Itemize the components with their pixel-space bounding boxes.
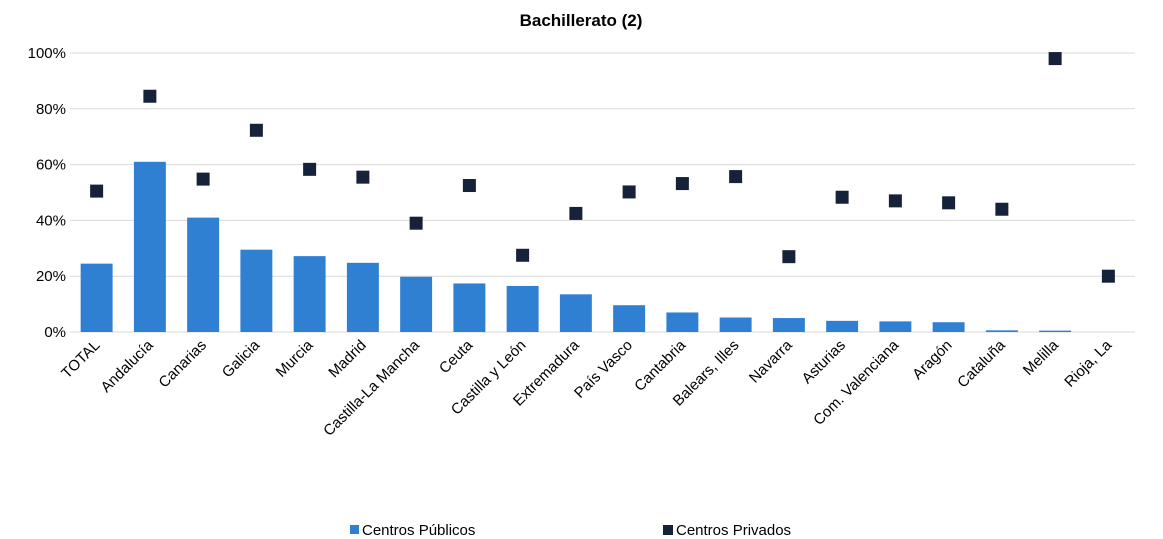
- x-category-label: Rioja, La: [1061, 336, 1115, 390]
- marker-point: [1048, 52, 1062, 66]
- bar: [932, 322, 965, 332]
- y-tick-label: 80%: [36, 101, 66, 118]
- bar: [187, 217, 220, 332]
- marker-point: [516, 248, 530, 262]
- marker-point: [90, 184, 104, 198]
- marker-point: [622, 185, 636, 199]
- x-category-label: Murcia: [273, 336, 317, 380]
- marker-point: [1101, 269, 1115, 283]
- x-category-label: Canarias: [155, 337, 209, 391]
- bar: [719, 317, 752, 332]
- bar: [826, 320, 859, 332]
- x-category-label: Aragón: [909, 337, 955, 383]
- y-tick-label: 60%: [36, 157, 66, 174]
- x-category-label: Galicia: [219, 336, 264, 381]
- x-category-label: Ceuta: [436, 336, 477, 377]
- marker-point: [942, 196, 956, 210]
- marker-point: [303, 162, 317, 176]
- bar: [293, 256, 326, 332]
- bar: [613, 305, 646, 332]
- x-category-label: Cataluña: [954, 336, 1009, 391]
- marker-point: [196, 172, 210, 186]
- marker-point: [569, 206, 583, 220]
- bar: [985, 330, 1018, 332]
- marker-point: [995, 202, 1009, 216]
- gridlines: [70, 52, 1135, 333]
- marker-series: [90, 52, 1115, 283]
- bar: [80, 263, 113, 332]
- marker-point: [782, 250, 796, 264]
- x-category-label: Melilla: [1020, 336, 1063, 379]
- bar: [400, 276, 433, 332]
- bar: [879, 321, 912, 332]
- chart-title: Bachillerato (2): [520, 11, 643, 30]
- x-category-label: Madrid: [325, 337, 369, 381]
- bar: [240, 249, 273, 332]
- y-tick-label: 0%: [44, 324, 66, 341]
- y-tick-label: 20%: [36, 268, 66, 285]
- x-category-label: País Vasco: [571, 337, 636, 402]
- legend-label-centros-publicos: Centros Públicos: [362, 522, 475, 539]
- marker-point: [356, 170, 370, 184]
- marker-point: [409, 216, 423, 230]
- legend-label-centros-privados: Centros Privados: [676, 522, 791, 539]
- marker-point: [729, 170, 743, 184]
- y-tick-label: 40%: [36, 212, 66, 229]
- y-tick-label: 100%: [28, 45, 66, 62]
- bar: [666, 312, 699, 332]
- legend-swatch-centros-publicos: [350, 525, 359, 534]
- marker-point: [462, 179, 476, 193]
- legend-swatch-centros-privados: [663, 525, 673, 535]
- x-category-label: TOTAL: [58, 337, 103, 382]
- marker-point: [143, 89, 157, 103]
- y-axis-ticks: 0% 20% 40% 60% 80% 100%: [28, 45, 66, 341]
- marker-point: [249, 123, 263, 137]
- bar: [346, 262, 379, 332]
- x-category-label: Castilla-La Mancha: [320, 336, 423, 439]
- marker-point: [835, 190, 849, 204]
- bar: [453, 283, 486, 332]
- x-category-label: Andalucía: [98, 336, 158, 396]
- x-category-label: Navarra: [746, 336, 796, 386]
- bar: [1039, 330, 1072, 332]
- bar: [133, 161, 166, 332]
- x-category-label: Asturias: [799, 337, 849, 387]
- marker-point: [888, 194, 902, 208]
- bar: [506, 285, 539, 332]
- bar: [559, 294, 592, 332]
- bar-series: [80, 161, 1072, 332]
- marker-point: [675, 177, 689, 191]
- bar: [772, 318, 805, 332]
- legend: Centros Públicos Centros Privados: [350, 522, 791, 539]
